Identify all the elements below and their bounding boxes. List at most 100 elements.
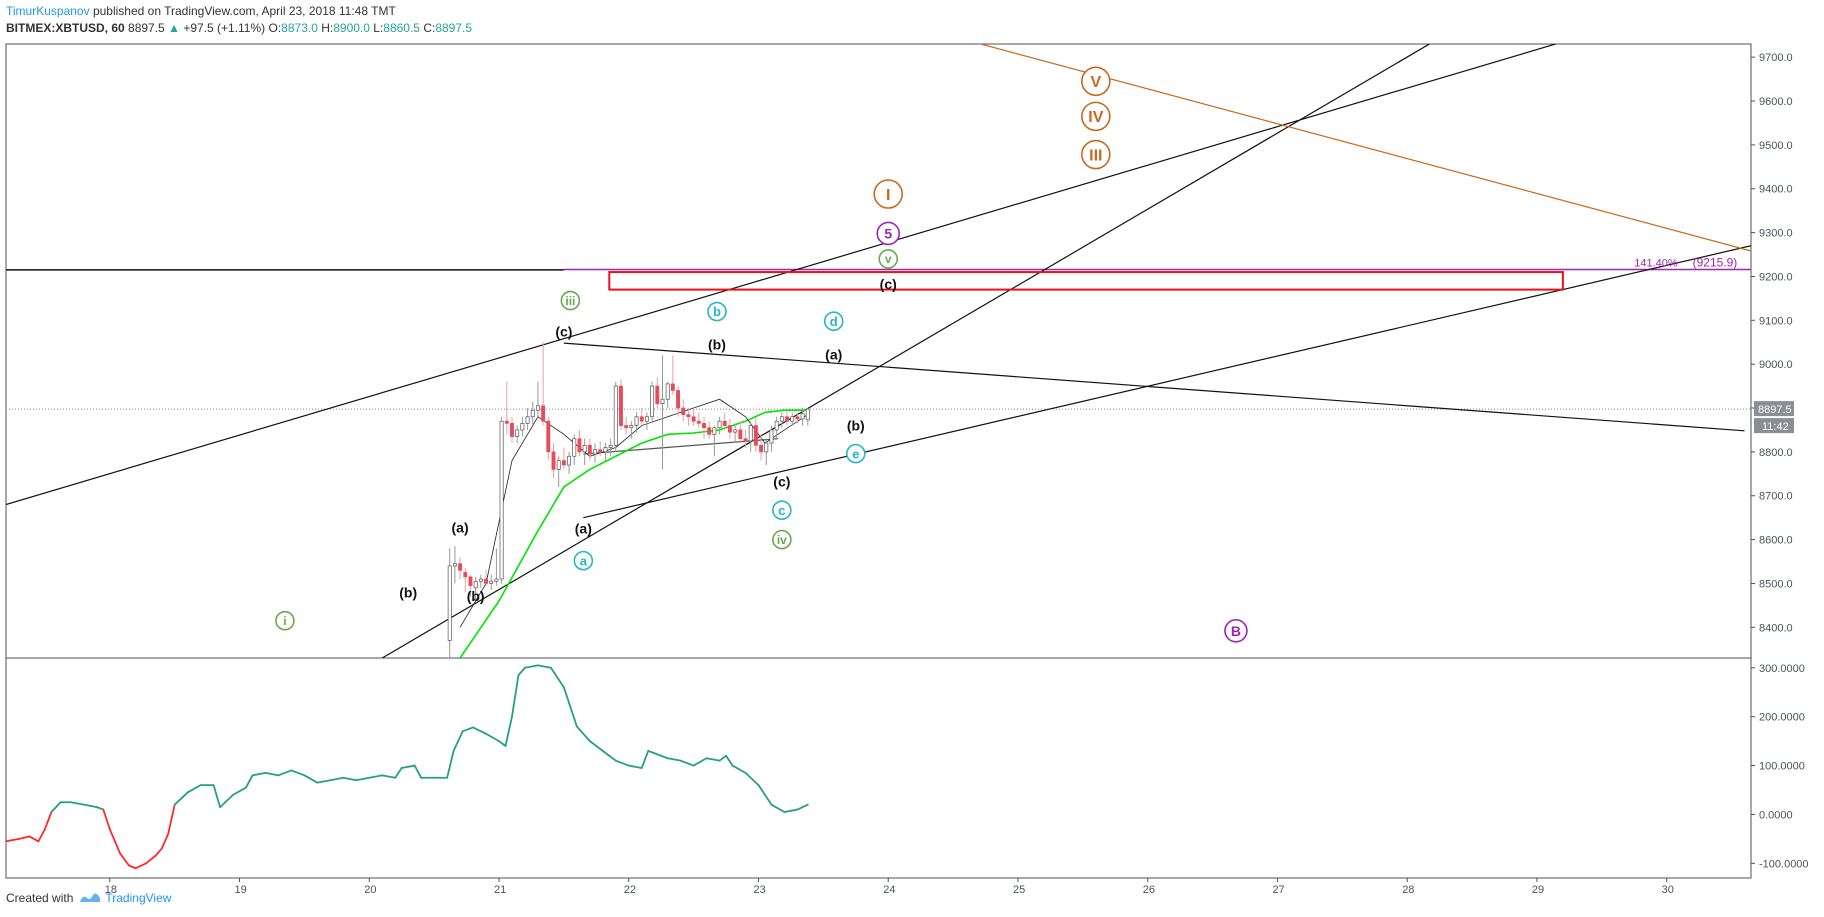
wave-label: v: [885, 252, 892, 266]
price-tick-label: 9400.0: [1759, 184, 1793, 196]
trendline-2: [583, 245, 1751, 519]
oscillator-segment: [381, 774, 397, 779]
candle: [676, 390, 681, 409]
candle: [463, 572, 468, 578]
candle: [681, 407, 686, 415]
oscillator-segment: [679, 759, 695, 767]
wave-label: (b): [467, 588, 485, 604]
price-tick-label: 8400.0: [1759, 622, 1793, 634]
published-text: published on TradingView.com, April 23, …: [92, 4, 396, 18]
oscillator-segment: [232, 786, 247, 796]
candle: [484, 578, 488, 584]
candle: [489, 580, 494, 584]
time-tick-label: 27: [1272, 884, 1284, 896]
open-label: O:: [268, 21, 282, 35]
oscillator-segment: [461, 726, 474, 733]
candle: [587, 444, 592, 455]
oscillator-segment: [219, 793, 234, 809]
oscillator-segment: [504, 715, 513, 747]
candle: [567, 455, 572, 466]
candle: [556, 460, 561, 470]
candle: [452, 563, 457, 567]
oscillator-segment: [640, 749, 650, 769]
oscillator-segment: [485, 732, 500, 743]
wave-label: (b): [399, 584, 417, 600]
candle: [535, 405, 540, 411]
osc-tick-label: 100.0000: [1759, 761, 1805, 773]
candle: [520, 423, 525, 431]
oscillator-segment: [277, 769, 293, 777]
wave-label-circle: [772, 529, 792, 550]
oscillator-segment: [550, 666, 565, 689]
wave-label: (a): [575, 521, 592, 537]
created-with-text: Created with: [6, 891, 74, 905]
candle: [541, 405, 546, 422]
oscillator-segment: [50, 801, 62, 813]
oscillator-segment: [601, 749, 617, 762]
wave-label-circle: [876, 221, 901, 246]
oscillator-segment: [524, 664, 539, 669]
tradingview-link[interactable]: TradingView: [79, 891, 171, 905]
fib-percent-label: 141.40%: [1634, 257, 1678, 269]
candle: [593, 449, 597, 455]
candle: [572, 438, 577, 457]
price-change: +97.5 (+1.11%): [183, 21, 266, 35]
oscillator-segment: [329, 776, 345, 782]
candle: [686, 414, 691, 418]
oscillator-segment: [614, 759, 630, 767]
tradingview-logo-icon: [80, 893, 101, 902]
wave-label: (c): [555, 323, 572, 339]
candle: [494, 578, 499, 582]
candle: [702, 423, 706, 429]
time-tick-label: 24: [883, 884, 895, 896]
wave-label: IV: [1088, 109, 1103, 126]
candle: [743, 438, 748, 442]
osc-tick-label: 0.0000: [1759, 809, 1793, 821]
candle: [785, 416, 789, 422]
oscillator-segment: [6, 837, 20, 843]
oscillator-segment: [160, 833, 170, 850]
candle: [696, 420, 701, 424]
candle: [650, 385, 655, 418]
osc-tick-label: 300.0000: [1759, 663, 1805, 675]
fib-value-label: (9215.9): [1693, 255, 1738, 269]
wave-label: (c): [773, 474, 790, 490]
candle: [707, 427, 712, 435]
wave-label: iii: [565, 294, 575, 308]
price-tick-label: 9200.0: [1759, 271, 1793, 283]
price-tick-label: 9500.0: [1759, 140, 1793, 152]
oscillator-segment: [37, 828, 46, 843]
up-arrow-icon: ▲: [168, 21, 180, 35]
candle: [779, 416, 784, 422]
wave-label: c: [778, 503, 785, 518]
oscillator-segment: [342, 776, 358, 782]
author-link[interactable]: TimurKuspanov: [6, 4, 90, 18]
oscillator-segment: [647, 749, 669, 760]
price-tick-label: 8800.0: [1759, 447, 1793, 459]
oscillator-segment: [69, 801, 85, 806]
price-tick-label: 9100.0: [1759, 315, 1793, 327]
wave-label: (b): [708, 336, 726, 352]
candle: [561, 460, 566, 466]
wave-label: 5: [884, 226, 892, 242]
price-tick-label: 9300.0: [1759, 228, 1793, 240]
oscillator-segment: [452, 730, 464, 752]
wave-label: (a): [825, 347, 842, 363]
oscillator-segment: [511, 674, 520, 718]
candle: [769, 429, 774, 444]
candle: [764, 442, 769, 453]
oscillator-segment: [119, 852, 131, 867]
time-tick-label: 21: [494, 884, 506, 896]
candle: [478, 578, 483, 582]
oscillator-segment: [744, 771, 760, 787]
candle: [660, 398, 665, 404]
trendline-3: [563, 342, 1745, 432]
oscillator-segment: [537, 664, 552, 669]
wave-label: B: [1231, 623, 1241, 639]
oscillator-segment: [517, 666, 526, 677]
oscillator-segment: [575, 725, 591, 743]
close-label: C:: [423, 21, 436, 35]
close-value: 8897.5: [435, 21, 473, 35]
target-zone-box: [608, 271, 1564, 291]
